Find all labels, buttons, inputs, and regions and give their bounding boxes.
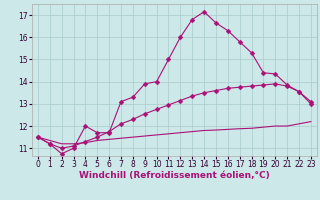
- X-axis label: Windchill (Refroidissement éolien,°C): Windchill (Refroidissement éolien,°C): [79, 171, 270, 180]
